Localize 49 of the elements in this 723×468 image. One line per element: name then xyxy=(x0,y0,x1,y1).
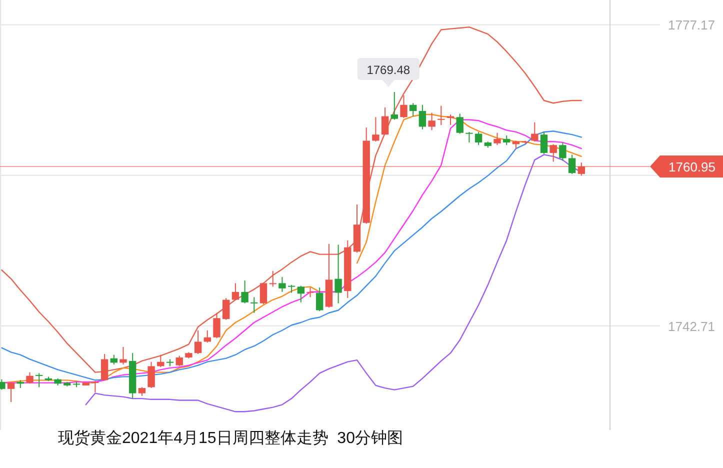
candlestick xyxy=(494,132,501,146)
candlestick xyxy=(260,282,268,305)
annotation: 1769.48 xyxy=(366,62,410,77)
y-tick-label: 1742.71 xyxy=(668,318,715,334)
candlestick xyxy=(446,114,454,126)
candlestick xyxy=(278,276,286,292)
candlestick xyxy=(438,105,445,126)
candlestick xyxy=(250,296,258,314)
ref-line-label: 1760.95 xyxy=(668,159,716,174)
candlestick xyxy=(531,122,538,142)
candlestick xyxy=(578,162,585,176)
candlestick xyxy=(568,154,576,174)
candlestick xyxy=(306,287,314,298)
candlestick xyxy=(381,107,389,136)
candlestick xyxy=(540,131,548,154)
candlestick xyxy=(176,355,183,367)
candlestick xyxy=(120,346,127,365)
candlestick xyxy=(550,144,557,162)
candlestick xyxy=(288,284,296,294)
candlestick xyxy=(269,270,276,288)
candlestick xyxy=(241,280,248,304)
candlestick xyxy=(26,372,34,384)
text: 现货黄金2021年4月15日周四整体走势 30分钟图 xyxy=(58,429,403,447)
candlestick xyxy=(232,282,240,300)
candlestick xyxy=(559,142,566,162)
candlestick xyxy=(410,102,417,117)
candlestick xyxy=(456,113,464,134)
candlestick xyxy=(428,112,436,131)
candlestick xyxy=(194,330,202,354)
candlestick xyxy=(372,116,380,142)
candlestick xyxy=(418,104,426,130)
candlestick xyxy=(92,380,99,393)
candlestick xyxy=(334,244,342,304)
candlestick xyxy=(390,91,398,120)
candlestick xyxy=(400,94,408,118)
y-tick-label: 1777.17 xyxy=(668,18,715,33)
candlestick xyxy=(36,372,43,388)
annotation: 1769.48 xyxy=(357,58,420,87)
candlestick xyxy=(466,131,473,143)
candlestick xyxy=(474,131,482,146)
ref-label: 1760.95 xyxy=(650,156,723,178)
candlestick xyxy=(503,134,510,146)
candlestick xyxy=(7,382,15,403)
candlestick xyxy=(157,354,164,368)
candlestick xyxy=(297,285,304,303)
candlestick xyxy=(316,287,324,312)
candlestick xyxy=(213,312,220,339)
candlestick xyxy=(148,361,155,389)
candlestick xyxy=(222,298,230,320)
